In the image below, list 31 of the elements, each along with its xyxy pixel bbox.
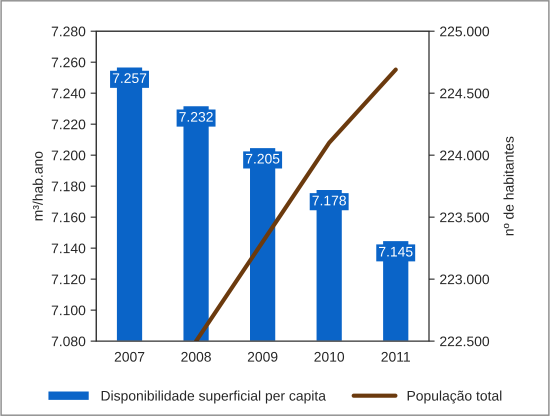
y-tick-label: 7.080 [52,336,86,346]
x-tick-label: 2008 [181,352,211,362]
y-tick-label: 7.180 [52,181,86,192]
y-tick-label: 7.120 [52,274,86,284]
y-tick-label: 7.140 [52,243,86,254]
data-label: 7.205 [246,154,280,164]
y-tick-label: 7.160 [52,212,86,222]
y-tick-label: 7.220 [52,120,86,130]
y2-tick-label: 222.500 [440,336,490,346]
y2-tick-label: 225.000 [440,26,490,36]
y-tick-label: 7.280 [52,26,86,36]
y-tick-label: 7.200 [52,150,86,160]
y-tick-label: 7.240 [52,88,86,98]
x-tick-label: 2010 [314,352,344,362]
x-tick-label: 2009 [248,352,278,362]
y-axis-title: m³/hab.ano [32,152,43,220]
legend-label: Disponibilidade superficial per capita [102,390,326,404]
y-tick-label: 7.260 [52,58,86,68]
y2-axis-title: nº de habitantes [504,136,514,236]
data-label: 7.257 [112,73,146,84]
x-tick-label: 2007 [114,352,144,362]
legend-label: População total [408,390,502,404]
y2-tick-label: 224.000 [440,150,490,160]
y2-tick-label: 223.000 [440,274,490,284]
y-tick-label: 7.100 [52,305,86,316]
y2-tick-label: 224.500 [440,88,490,98]
y2-tick-label: 223.500 [440,212,490,222]
x-tick-label: 2011 [381,352,410,362]
data-label: 7.178 [312,196,346,206]
data-label: 7.145 [379,246,413,257]
data-label: 7.232 [179,112,213,122]
